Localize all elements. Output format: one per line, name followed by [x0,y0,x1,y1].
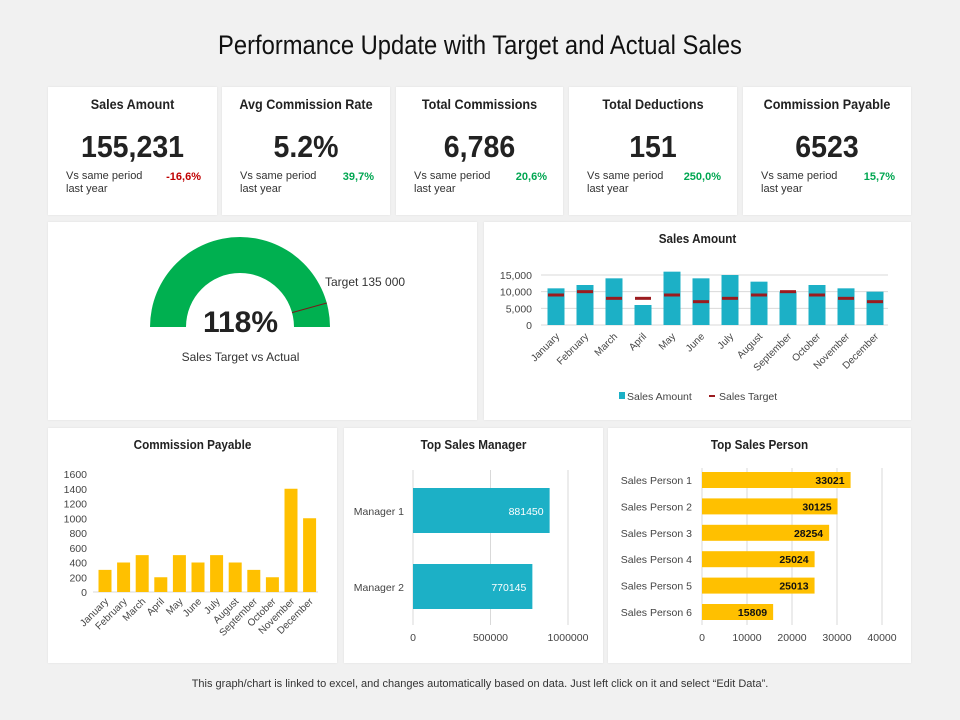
kpi-value: 151 [629,129,677,164]
top-sales-manager-panel[interactable]: Top Sales Manager [344,428,603,663]
gauge-panel[interactable]: 118% Sales Target vs Actual Target 135 0… [48,222,477,420]
kpi-value: 6,786 [443,129,516,164]
kpi-subtext: Vs same period last year [240,170,317,195]
kpi-label: Sales Amount [90,96,175,112]
kpi-subtext: Vs same period last year [66,170,143,195]
kpi-change: -16,6% [166,171,201,183]
kpi-card[interactable]: Total Commissions 6,786 Vs same period l… [396,87,563,215]
top-sales-person-panel[interactable]: Top Sales Person [608,428,911,663]
kpi-value: 5.2% [273,129,339,164]
kpi-subtext: Vs same period last year [761,170,838,195]
panel-title: Top Sales Person [710,437,809,452]
kpi-label: Avg Commission Rate [239,96,373,112]
kpi-card[interactable]: Sales Amount 155,231 Vs same period last… [48,87,217,215]
panel-title: Commission Payable [133,437,252,452]
sales-amount-panel[interactable]: Sales Amount [484,222,911,420]
footer-note: This graph/chart is linked to excel, and… [191,678,769,690]
commission-payable-panel[interactable]: Commission Payable [48,428,337,663]
kpi-change: 250,0% [683,171,721,183]
gauge-caption: Sales Target vs Actual [181,350,300,364]
kpi-label: Commission Payable [763,96,891,112]
page-title: Performance Update with Target and Actua… [218,30,742,60]
kpi-card[interactable]: Commission Payable 6523 Vs same period l… [743,87,911,215]
kpi-change: 39,7% [342,171,374,183]
panel-title: Top Sales Manager [420,437,527,452]
gauge-percent: 118% [202,306,279,339]
gauge-target-label: Target 135 000 [325,275,406,289]
kpi-value: 155,231 [80,129,185,164]
kpi-label: Total Commissions [421,96,538,112]
kpi-card[interactable]: Avg Commission Rate 5.2% Vs same period … [222,87,390,215]
kpi-subtext: Vs same period last year [414,170,491,195]
kpi-change: 20,6% [515,171,547,183]
kpi-card[interactable]: Total Deductions 151 Vs same period last… [569,87,737,215]
kpi-change: 15,7% [863,171,895,183]
kpi-value: 6523 [795,129,859,164]
kpi-label: Total Deductions [602,96,704,112]
panel-title: Sales Amount [658,231,737,246]
kpi-subtext: Vs same period last year [587,170,664,195]
